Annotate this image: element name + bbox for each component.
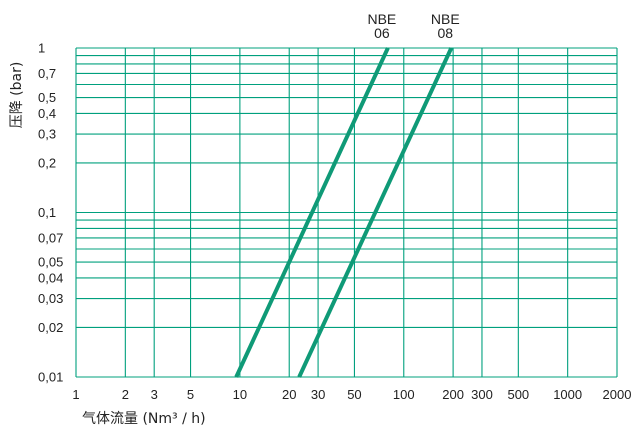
y-tick-label: 0,07 <box>38 230 63 245</box>
x-tick-label: 500 <box>507 387 529 402</box>
x-tick-label: 50 <box>347 387 361 402</box>
x-tick-label: 1 <box>72 387 79 402</box>
y-tick-label: 0,03 <box>38 291 63 306</box>
x-tick-label: 1000 <box>553 387 582 402</box>
y-tick-label: 1 <box>38 41 45 56</box>
series-label: 08 <box>438 25 454 41</box>
x-tick-label: 5 <box>187 387 194 402</box>
y-tick-label: 0,4 <box>38 106 56 121</box>
series-label: NBE <box>367 11 396 27</box>
y-tick-label: 0,5 <box>38 90 56 105</box>
y-tick-label: 0,01 <box>38 370 63 385</box>
x-tick-label: 10 <box>233 387 247 402</box>
series-line <box>297 47 454 378</box>
x-tick-label: 300 <box>471 387 493 402</box>
x-tick-label: 100 <box>393 387 415 402</box>
x-tick-label: 3 <box>151 387 158 402</box>
x-tick-label: 2 <box>122 387 129 402</box>
series-lines <box>234 47 454 378</box>
y-tick-label: 0,1 <box>38 205 56 220</box>
y-axis-label: 压降 (bar) <box>9 62 25 129</box>
x-axis-label: 气体流量 (Nm³ / h) <box>82 411 206 427</box>
x-tick-label: 2000 <box>603 387 632 402</box>
series-label: NBE <box>431 11 460 27</box>
y-tick-label: 0,04 <box>38 270 63 285</box>
y-tick-label: 0,02 <box>38 320 63 335</box>
y-tick-label: 0,3 <box>38 127 56 142</box>
grid <box>75 47 618 378</box>
x-tick-label: 20 <box>282 387 296 402</box>
x-tick-label: 30 <box>311 387 325 402</box>
y-tick-labels: 1 0,7 0,50,4 0,3 0,2 0,1 0,07 0,050,04 0,03 0,02 0… <box>38 41 63 385</box>
series-label: 06 <box>374 25 390 41</box>
y-tick-label: 0,7 <box>38 66 56 81</box>
x-tick-label: 200 <box>442 387 464 402</box>
series-line <box>234 47 390 378</box>
y-tick-label: 0,2 <box>38 155 56 170</box>
y-tick-label: 0,05 <box>38 255 63 270</box>
x-tick-labels: 1 2 3 5 10 20 30 50 100 200 300 500 1000 2000 <box>72 387 631 402</box>
